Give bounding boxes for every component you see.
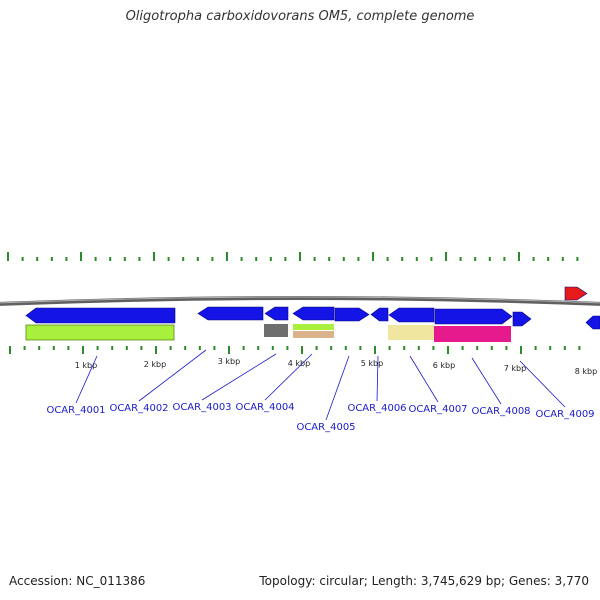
scale-label: 6 kbp <box>433 361 455 370</box>
leader-line <box>409 355 439 403</box>
bottom-tick-marks <box>9 346 581 354</box>
feature-bar <box>434 326 511 342</box>
gene-label: OCAR_4004 <box>235 402 294 413</box>
scale-label: 5 kbp <box>361 359 383 368</box>
gene-arrow <box>388 307 435 323</box>
gene-arrow <box>264 306 289 321</box>
gene-label: OCAR_4005 <box>296 422 355 433</box>
leader-line <box>75 355 98 404</box>
feature-bar <box>264 324 288 337</box>
rna-arrow <box>564 286 588 301</box>
scale-label: 2 kbp <box>144 360 166 369</box>
gene-arrow <box>292 306 335 321</box>
scale-label: 1 kbp <box>75 361 97 370</box>
gene-label: OCAR_4008 <box>471 406 530 417</box>
leader-line <box>376 355 379 402</box>
gene-label: OCAR_4007 <box>408 404 467 415</box>
gene-label: OCAR_4001 <box>46 405 105 416</box>
gene-arrow <box>585 315 600 330</box>
top-tick-marks <box>7 252 579 261</box>
leader-line <box>264 353 313 401</box>
leader-line <box>201 353 277 401</box>
genome-summary-text: Topology: circular; Length: 3,745,629 bp… <box>259 574 589 588</box>
gene-arrow <box>434 308 513 325</box>
diagram-title: Oligotropha carboxidovorans OM5, complet… <box>125 9 475 24</box>
genome-backbone-highlight <box>0 296 600 304</box>
feature-bar <box>293 324 334 330</box>
accession-text: Accession: NC_011386 <box>9 574 146 588</box>
scale-label: 7 kbp <box>504 364 526 373</box>
scale-labels: 1 kbp 2 kbp 3 kbp 4 kbp 5 kbp 6 kbp 7 kbp 8 kbp <box>75 357 597 376</box>
gene-arrow <box>334 307 370 322</box>
scale-label: 3 kbp <box>218 357 240 366</box>
genome-backbone <box>0 296 600 306</box>
gene-label-leaders <box>75 349 566 421</box>
feature-bar <box>293 331 334 338</box>
leader-line <box>325 355 350 421</box>
gene-label: OCAR_4009 <box>535 409 594 420</box>
feature-bar <box>25 324 175 341</box>
gene-arrow <box>370 307 389 322</box>
gene-arrow <box>197 306 264 321</box>
leader-line <box>138 349 207 402</box>
gene-features <box>25 286 600 342</box>
gene-label: OCAR_4003 <box>172 402 231 413</box>
leader-line <box>471 357 502 405</box>
leader-line <box>519 360 566 408</box>
gene-arrow <box>512 311 532 327</box>
gene-label: OCAR_4006 <box>347 403 406 414</box>
gene-label: OCAR_4002 <box>109 403 168 414</box>
scale-label: 8 kbp <box>575 367 597 376</box>
gene-labels: OCAR_4001 OCAR_4002 OCAR_4003 OCAR_4004OCAR… <box>46 402 594 433</box>
scale-label: 4 kbp <box>288 359 310 368</box>
feature-bar <box>388 325 434 340</box>
gene-arrow <box>25 307 176 324</box>
